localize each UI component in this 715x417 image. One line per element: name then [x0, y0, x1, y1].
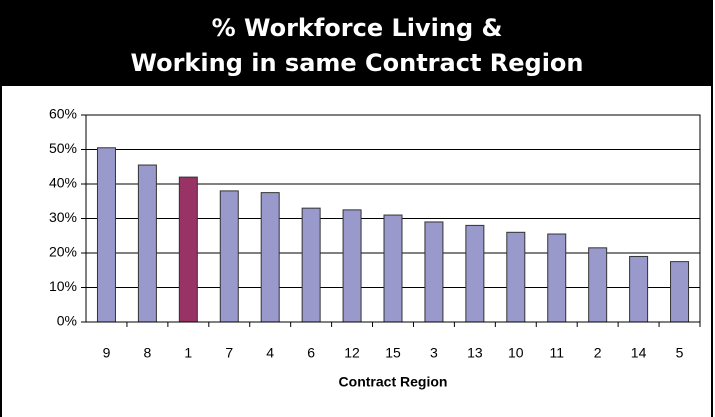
x-tick-label: 10: [508, 345, 524, 361]
y-tick-label: 10%: [49, 278, 77, 294]
x-axis-title: Contract Region: [339, 374, 448, 390]
x-tick-label: 4: [266, 345, 274, 361]
bar: [424, 221, 444, 323]
bar: [465, 224, 485, 323]
x-tick-label: 15: [385, 345, 401, 361]
x-tick-label: 11: [549, 345, 564, 361]
bar: [670, 261, 690, 323]
y-tick-label: 20%: [49, 244, 77, 260]
x-tick-label: 9: [103, 345, 111, 361]
bar: [219, 190, 239, 323]
y-tick-label: 60%: [49, 106, 77, 122]
x-tick-label: 5: [676, 345, 684, 361]
bar: [629, 255, 649, 323]
x-tick-label: 8: [144, 345, 152, 361]
chart-title: Working in same Contract Region: [130, 49, 583, 77]
y-tick-label: 40%: [49, 175, 77, 191]
bar: [301, 207, 321, 323]
x-tick-label: 13: [467, 345, 483, 361]
bar: [96, 147, 116, 323]
x-tick-label: 12: [344, 345, 360, 361]
x-tick-label: 6: [307, 345, 315, 361]
x-tick-label: 1: [184, 345, 192, 361]
x-tick-label: 2: [594, 345, 602, 361]
bar: [588, 247, 608, 323]
bar: [547, 233, 567, 323]
bar: [137, 164, 157, 323]
x-tick-label: 7: [225, 345, 233, 361]
bar: [506, 231, 526, 323]
bar: [342, 209, 362, 323]
y-tick-label: 50%: [49, 140, 77, 156]
y-tick-label: 30%: [49, 209, 77, 225]
chart-title: % Workforce Living &: [212, 14, 503, 42]
bar: [178, 176, 198, 323]
title-band: [0, 0, 713, 86]
y-tick-label: 0%: [57, 313, 77, 329]
bar: [260, 192, 280, 323]
bar: [383, 214, 403, 323]
x-tick-label: 14: [631, 345, 647, 361]
x-tick-label: 3: [430, 345, 438, 361]
